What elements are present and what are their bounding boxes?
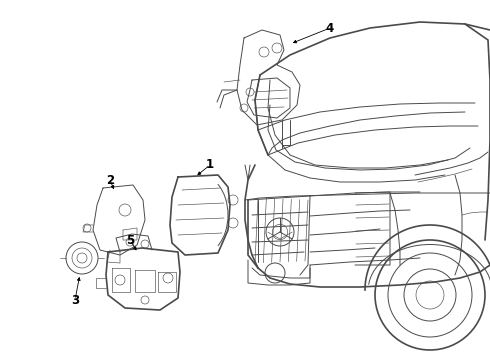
Text: 4: 4 — [326, 22, 334, 35]
Text: 1: 1 — [206, 158, 214, 171]
Text: 5: 5 — [126, 234, 134, 247]
Text: 2: 2 — [106, 174, 114, 186]
Text: 3: 3 — [71, 293, 79, 306]
